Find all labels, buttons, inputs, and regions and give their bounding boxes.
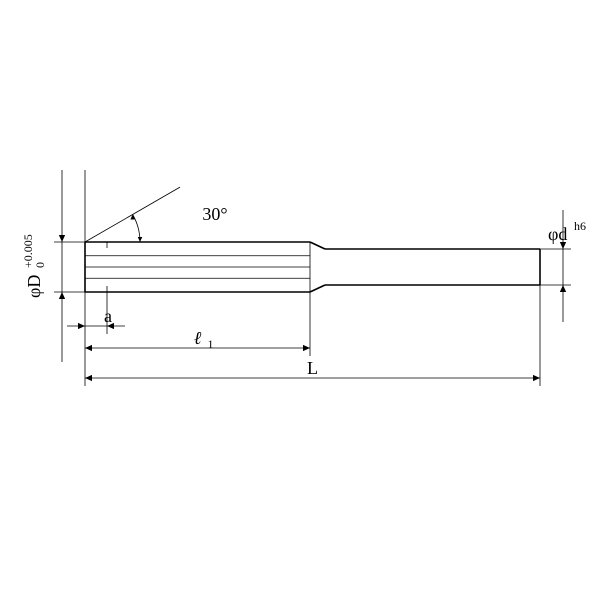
svg-text:a: a (104, 306, 112, 326)
svg-text:0: 0 (33, 262, 47, 268)
svg-text:30°: 30° (202, 204, 227, 224)
svg-text:h6: h6 (574, 219, 586, 233)
dim-label-l1: ℓ (194, 328, 202, 348)
svg-text:φD: φD (24, 275, 44, 298)
svg-text:1: 1 (208, 337, 214, 351)
svg-text:L: L (307, 358, 318, 378)
svg-text:φd: φd (548, 224, 567, 244)
